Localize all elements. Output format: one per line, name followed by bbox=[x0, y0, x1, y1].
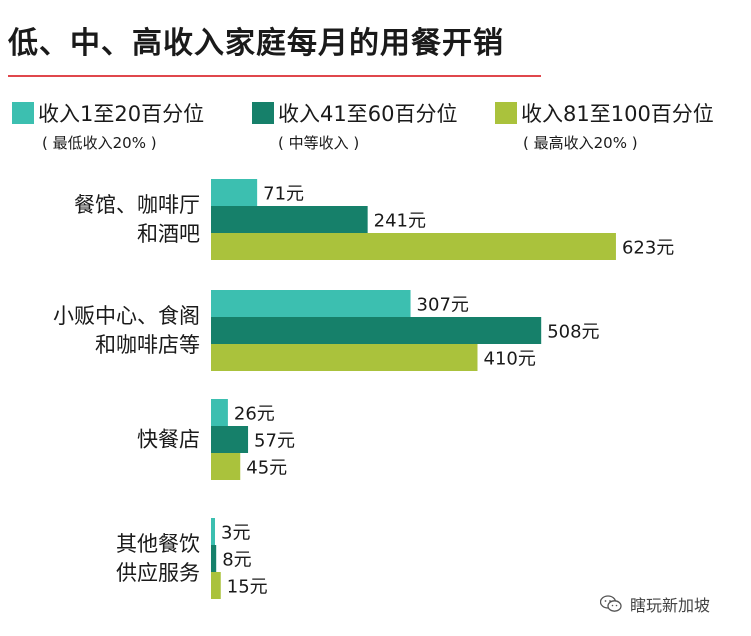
value-label-low: 307元 bbox=[417, 295, 469, 316]
legend-sublabel-high: ( 最高收入20% ) bbox=[523, 134, 638, 152]
value-label-mid: 241元 bbox=[374, 211, 426, 232]
legend-swatch-low bbox=[12, 102, 34, 124]
value-label-mid: 508元 bbox=[547, 322, 599, 343]
value-label-high: 410元 bbox=[484, 349, 536, 370]
bar-high bbox=[211, 572, 221, 599]
chart-title: 低、中、高收入家庭每月的用餐开销 bbox=[8, 26, 504, 61]
legend-label-mid: 收入41至60百分位 bbox=[278, 102, 458, 126]
value-label-mid: 8元 bbox=[222, 550, 251, 571]
value-label-low: 3元 bbox=[221, 523, 250, 544]
bar-low bbox=[211, 290, 411, 317]
watermark-text: 瞎玩新加坡 bbox=[630, 596, 711, 615]
legend-label-low: 收入1至20百分位 bbox=[38, 102, 205, 126]
legend-item-high: 收入81至100百分位 ( 最高收入20% ) bbox=[495, 98, 714, 153]
bar-mid bbox=[211, 545, 217, 572]
legend-sublabel-mid: ( 中等收入 ) bbox=[278, 134, 360, 152]
bar-high bbox=[211, 344, 478, 371]
value-label-low: 71元 bbox=[263, 184, 304, 205]
value-label-mid: 57元 bbox=[254, 431, 295, 452]
value-label-high: 15元 bbox=[227, 577, 268, 598]
value-label-high: 45元 bbox=[246, 458, 287, 479]
legend-swatch-high bbox=[495, 102, 517, 124]
watermark: 瞎玩新加坡 bbox=[600, 592, 710, 616]
bar-mid bbox=[211, 426, 249, 453]
bar-high bbox=[211, 453, 241, 480]
bar-low bbox=[211, 179, 258, 206]
legend-sublabel-low: ( 最低收入20% ) bbox=[42, 134, 157, 152]
legend-item-low: 收入1至20百分位 ( 最低收入20% ) bbox=[12, 98, 204, 153]
category-label: 其他餐饮 bbox=[116, 532, 200, 556]
wechat-icon bbox=[600, 595, 622, 612]
category-label: 和咖啡店等 bbox=[95, 333, 200, 357]
value-label-high: 623元 bbox=[622, 238, 674, 259]
category-label: 和酒吧 bbox=[137, 222, 200, 246]
bar-high bbox=[211, 233, 616, 260]
bar-low bbox=[211, 518, 215, 545]
bar-mid bbox=[211, 206, 368, 233]
legend-item-mid: 收入41至60百分位 ( 中等收入 ) bbox=[252, 98, 457, 153]
value-label-low: 26元 bbox=[234, 404, 275, 425]
category-label: 供应服务 bbox=[116, 561, 200, 585]
title-underline bbox=[8, 75, 541, 77]
category-label: 快餐店 bbox=[137, 428, 200, 452]
legend-label-high: 收入81至100百分位 bbox=[521, 102, 714, 126]
bar-low bbox=[211, 399, 228, 426]
category-label: 餐馆、咖啡厅 bbox=[74, 193, 200, 217]
bar-mid bbox=[211, 317, 542, 344]
legend-swatch-mid bbox=[252, 102, 274, 124]
category-label: 小贩中心、食阁 bbox=[53, 304, 200, 328]
